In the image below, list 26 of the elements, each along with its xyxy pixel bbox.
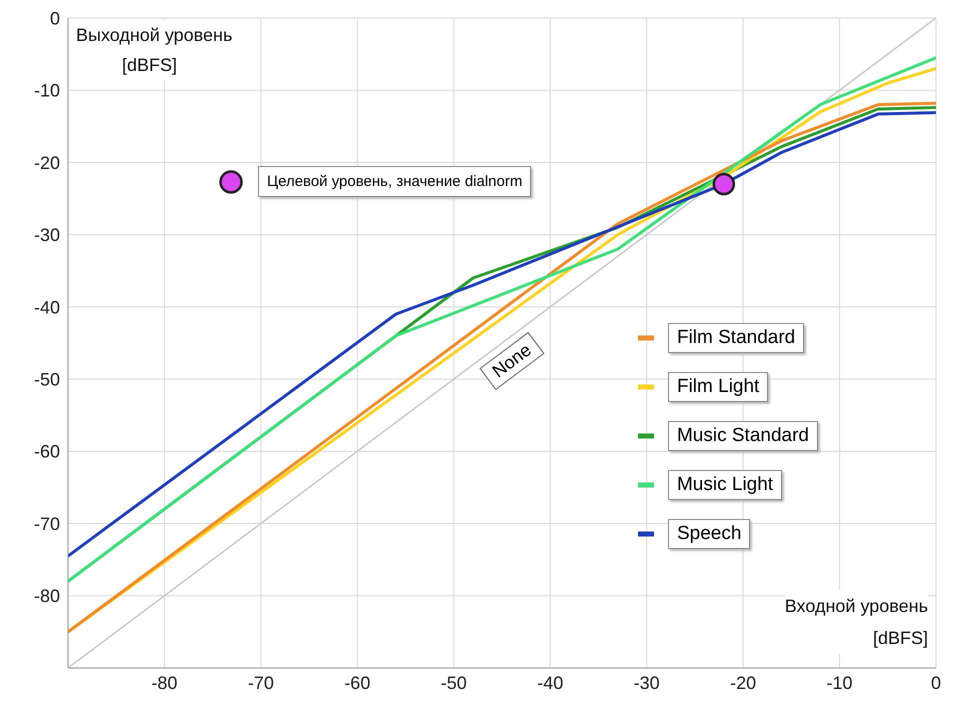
x-tick-label: -40 — [537, 672, 564, 693]
x-tick-label: -30 — [634, 672, 660, 693]
y-tick-label: -40 — [34, 297, 60, 318]
y-tick-label: -70 — [34, 514, 60, 534]
legend-label: Speech — [668, 519, 750, 549]
y-tick-label: 0 — [50, 8, 60, 28]
y-axis-title: Выходной уровень [dBFS] — [76, 20, 232, 80]
x-axis-title: Входной уровень [dBFS] — [784, 590, 928, 654]
y-tick-label: -10 — [34, 80, 60, 101]
legend-label: Film Light — [668, 372, 768, 402]
y-tick-label: -60 — [34, 442, 60, 462]
y-tick-label: -80 — [34, 586, 60, 606]
legend-label: Целевой уровень, значение dialnorm — [258, 166, 532, 197]
x-tick-label: -20 — [730, 672, 756, 693]
x-tick-label: -60 — [344, 672, 370, 693]
x-tick-label: -80 — [151, 672, 178, 693]
y-tick-label: -20 — [34, 152, 60, 173]
y-tick-label: -30 — [34, 225, 60, 246]
legend-label: Music Standard — [668, 421, 818, 451]
x-tick-label: -50 — [440, 672, 467, 693]
legend-label: Music Light — [668, 470, 782, 500]
legend-label: Film Standard — [668, 323, 804, 353]
x-tick-label: 0 — [930, 672, 942, 693]
y-tick-label: -50 — [34, 370, 60, 390]
x-tick-label: -70 — [248, 672, 274, 693]
x-tick-label: -10 — [826, 672, 853, 693]
